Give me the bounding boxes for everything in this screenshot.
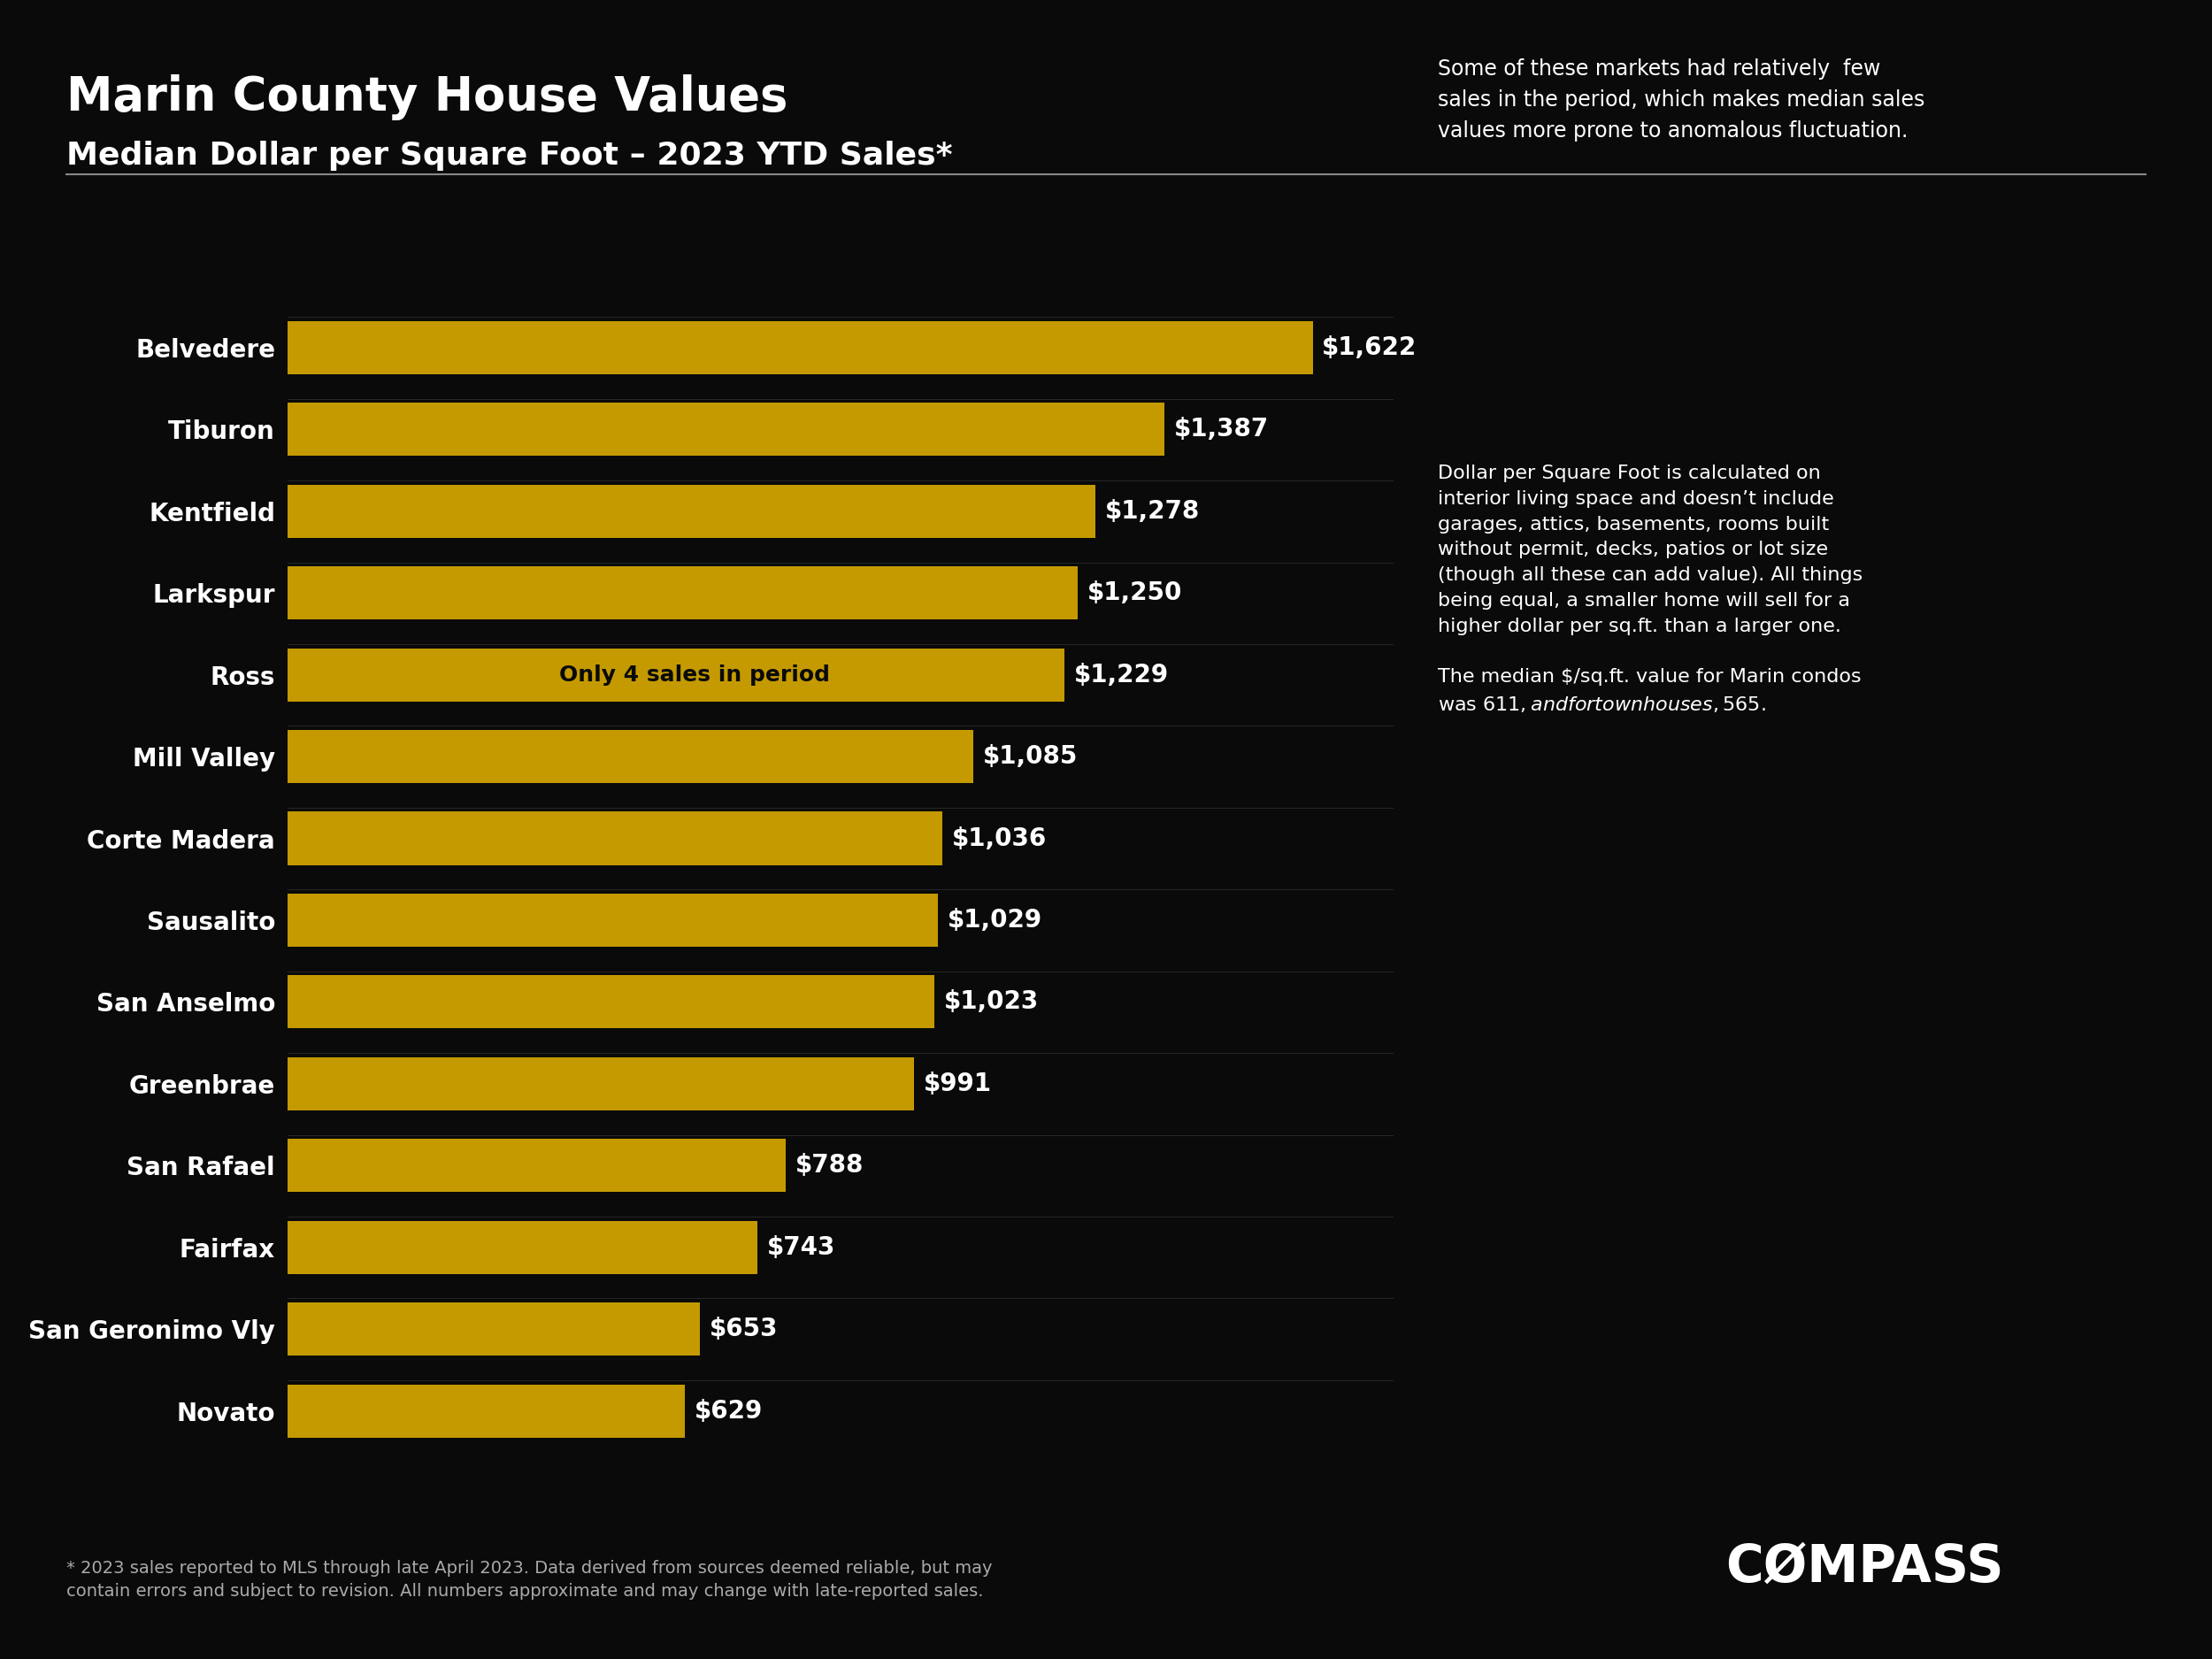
Text: Median Dollar per Square Foot – 2023 YTD Sales*: Median Dollar per Square Foot – 2023 YTD…	[66, 141, 953, 171]
Text: $653: $653	[710, 1317, 779, 1342]
Text: CØMPASS: CØMPASS	[1725, 1543, 2004, 1593]
Text: $629: $629	[695, 1399, 763, 1423]
Text: Some of these markets had relatively  few
sales in the period, which makes media: Some of these markets had relatively few…	[1438, 58, 1924, 143]
Text: $743: $743	[768, 1234, 836, 1259]
Bar	[288, 730, 973, 783]
Text: $1,085: $1,085	[982, 745, 1077, 770]
Bar	[288, 1140, 785, 1193]
Bar	[288, 322, 1312, 375]
Bar	[288, 894, 938, 947]
Text: * 2023 sales reported to MLS through late April 2023. Data derived from sources : * 2023 sales reported to MLS through lat…	[66, 1559, 993, 1599]
Text: $1,036: $1,036	[951, 826, 1046, 851]
Bar	[288, 975, 933, 1029]
Text: $1,023: $1,023	[945, 989, 1037, 1014]
Text: $1,387: $1,387	[1175, 416, 1267, 441]
Bar	[288, 811, 942, 864]
Text: $1,029: $1,029	[947, 907, 1042, 932]
Bar	[288, 403, 1164, 456]
Bar	[288, 484, 1095, 538]
Text: $1,250: $1,250	[1086, 581, 1181, 606]
Bar	[288, 1221, 757, 1274]
Text: Dollar per Square Foot is calculated on
interior living space and doesn’t includ: Dollar per Square Foot is calculated on …	[1438, 465, 1863, 715]
Bar	[288, 649, 1064, 702]
Bar	[288, 1384, 686, 1437]
Text: $1,229: $1,229	[1073, 662, 1168, 687]
Text: $1,278: $1,278	[1104, 499, 1199, 524]
Bar	[288, 1057, 914, 1110]
Bar	[288, 566, 1077, 619]
Text: Marin County House Values: Marin County House Values	[66, 75, 787, 121]
Text: Only 4 sales in period: Only 4 sales in period	[560, 664, 830, 685]
Text: $991: $991	[922, 1072, 991, 1097]
Text: $1,622: $1,622	[1323, 335, 1418, 360]
Bar	[288, 1302, 701, 1355]
Text: $788: $788	[794, 1153, 863, 1178]
